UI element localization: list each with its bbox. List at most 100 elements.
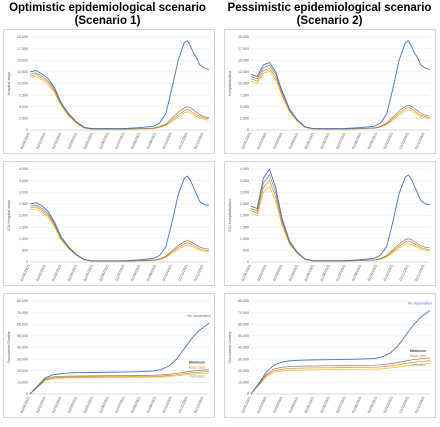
- y-tick-label: 4,000: [240, 167, 249, 171]
- x-tick-label: 01/10/2021: [162, 132, 173, 150]
- y-tick-label: 15,000: [238, 58, 249, 62]
- x-tick-label: 01/07/2021: [335, 396, 346, 414]
- y-tick-label: 30,000: [238, 357, 249, 361]
- y-tick-label: 0: [26, 128, 28, 132]
- x-tick-label: 01/12/2021: [414, 132, 425, 150]
- series-line-optimistic: [29, 76, 210, 130]
- y-tick-label: 1,500: [240, 225, 249, 229]
- x-tick-label: 01/05/2021: [20, 264, 31, 282]
- x-tick-label: 01/06/2021: [99, 396, 110, 414]
- x-tick-label: 01/02/2021: [35, 264, 46, 282]
- series-label-optimistic: Optimistic: [189, 375, 205, 379]
- chart-deaths-scenario2-svg: 0 10,000 20,000 30,000 40,000 50,000 60,000 70,…: [228, 299, 432, 414]
- x-tick-label: 01/05/2021: [304, 396, 315, 414]
- x-tick-label: 01/07/2021: [335, 264, 346, 282]
- chart-icu-scenario1: 0 500 1,000 1,500 2,000 2,500 3,000 3,500 4,000 0…: [3, 161, 215, 286]
- series-line-minimum: [29, 204, 210, 262]
- y-tick-label: 20,000: [17, 35, 28, 39]
- y-tick-label: 0: [26, 260, 28, 264]
- x-tick-label: 01/02/2021: [256, 264, 267, 282]
- y-tick-label: 0: [247, 392, 249, 396]
- x-tick-label: 01/12/2021: [414, 396, 425, 414]
- x-tick-label: 01/12/2021: [193, 132, 204, 150]
- chart-hospital-scenario1-svg: 0 2,500 5,000 7,500 10,000 12,500 15,000 17,500…: [7, 35, 210, 150]
- x-tick-label: 01/07/2021: [114, 264, 125, 282]
- x-tick-label: 01/05/2021: [241, 264, 252, 282]
- y-tick-label: 10,000: [17, 82, 28, 86]
- series-line-minimum: [250, 357, 431, 395]
- y-tick-label: 500: [243, 249, 249, 253]
- col-title-optimistic-line2: (Scenario 1): [74, 15, 141, 27]
- series-line-no-vaccination: [29, 322, 210, 395]
- x-tick-label: 01/11/2021: [178, 264, 189, 282]
- y-tick-label: 20,000: [238, 35, 249, 39]
- x-tick-label: 01/04/2021: [288, 132, 299, 150]
- x-tick-label: 01/03/2021: [51, 264, 62, 282]
- y-tick-label: 80,000: [238, 299, 249, 303]
- x-tick-label: 01/07/2021: [335, 132, 346, 150]
- x-tick-label: 01/02/2021: [35, 396, 46, 414]
- x-tick-label: 01/11/2021: [399, 396, 410, 414]
- y-axis-label: ICU Hospitalisation: [228, 199, 232, 231]
- series-line-base: [250, 360, 431, 395]
- series-label-base-case: Base case: [410, 354, 427, 358]
- x-tick-label: 01/11/2021: [178, 396, 189, 414]
- series-label-no-vaccination: No Vaccination: [187, 314, 211, 318]
- x-tick-label: 01/04/2021: [67, 132, 78, 150]
- chart-icu-scenario2: 0 500 1,000 1,500 2,000 2,500 3,000 3,500 4,000 0…: [224, 161, 436, 286]
- y-tick-label: 5,000: [240, 105, 249, 109]
- x-tick-label: 01/06/2021: [99, 264, 110, 282]
- y-tick-label: 4,000: [19, 167, 28, 171]
- x-tick-label: 01/07/2021: [114, 396, 125, 414]
- x-tick-label: 01/10/2021: [383, 264, 394, 282]
- y-axis-label: Hospital stays: [7, 72, 11, 96]
- x-tick-label: 01/08/2021: [130, 396, 141, 414]
- series-line-no-vaccination: [250, 40, 431, 130]
- x-tick-label: 01/05/2021: [20, 396, 31, 414]
- y-tick-label: 1,000: [19, 237, 28, 241]
- y-tick-label: 2,500: [240, 202, 249, 206]
- y-tick-label: 0: [247, 260, 249, 264]
- y-tick-label: 3,000: [240, 190, 249, 194]
- chart-deaths-scenario2: 0 10,000 20,000 30,000 40,000 50,000 60,000 70,…: [224, 293, 436, 418]
- y-tick-label: 500: [22, 249, 28, 253]
- x-tick-label: 01/08/2021: [130, 132, 141, 150]
- x-tick-label: 01/03/2021: [51, 132, 62, 150]
- col-title-pessimistic: Pessimistic epidemiological scenario (Sc…: [222, 2, 437, 28]
- x-tick-label: 01/08/2021: [130, 264, 141, 282]
- y-tick-label: 40,000: [17, 346, 28, 350]
- x-tick-label: 01/05/2021: [83, 396, 94, 414]
- x-tick-label: 01/05/2021: [20, 132, 31, 150]
- x-tick-label: 01/09/2021: [146, 264, 157, 282]
- y-axis-label: Cumulative Deaths: [228, 331, 232, 363]
- y-tick-label: 2,000: [240, 214, 249, 218]
- y-tick-label: 17,500: [17, 47, 28, 51]
- x-tick-label: 01/05/2021: [241, 396, 252, 414]
- chart-icu-scenario1-svg: 0 500 1,000 1,500 2,000 2,500 3,000 3,500 4,000 0…: [7, 167, 210, 282]
- series-line-minimum: [29, 369, 210, 395]
- x-tick-label: 01/05/2021: [83, 132, 94, 150]
- y-tick-label: 12,500: [17, 70, 28, 74]
- x-tick-label: 01/06/2021: [99, 132, 110, 150]
- series-line-no-vaccination: [250, 309, 431, 395]
- y-tick-label: 50,000: [17, 334, 28, 338]
- y-tick-label: 70,000: [238, 311, 249, 315]
- series-line-no-vaccination: [29, 40, 210, 130]
- chart-hospital-scenario2-svg: 0 2,500 5,000 7,500 10,000 12,500 15,000 17,500…: [228, 35, 431, 150]
- y-tick-label: 7,500: [240, 93, 249, 97]
- x-tick-label: 01/11/2021: [399, 264, 410, 282]
- y-tick-label: 2,500: [19, 202, 28, 206]
- x-tick-label: 01/04/2021: [288, 396, 299, 414]
- x-tick-label: 01/12/2021: [414, 264, 425, 282]
- x-tick-label: 01/06/2021: [320, 396, 331, 414]
- x-tick-label: 01/06/2021: [320, 264, 331, 282]
- x-tick-label: 01/12/2021: [193, 264, 204, 282]
- y-tick-label: 15,000: [17, 58, 28, 62]
- x-tick-label: 01/03/2021: [272, 132, 283, 150]
- y-tick-label: 5,000: [19, 105, 28, 109]
- series-label-optimistic: Optimistic: [410, 363, 426, 367]
- col-title-pessimistic-line1: Pessimistic epidemiological scenario: [227, 2, 432, 14]
- x-tick-label: 01/04/2021: [288, 264, 299, 282]
- y-tick-label: 1,000: [240, 237, 249, 241]
- series-line-base: [250, 180, 431, 262]
